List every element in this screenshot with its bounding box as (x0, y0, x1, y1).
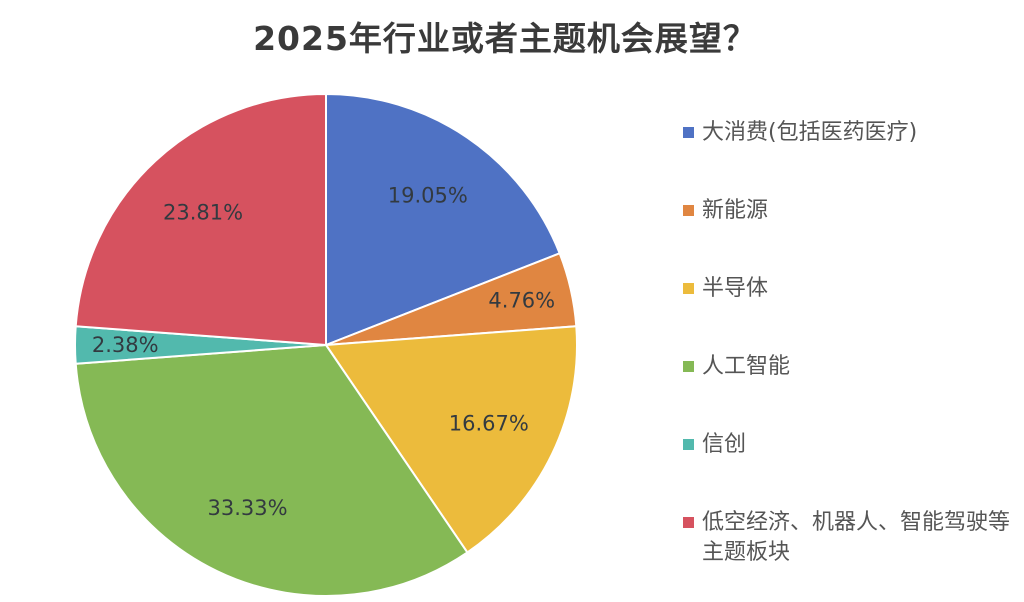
slice-data-label: 16.67% (449, 411, 529, 435)
pie-slice-themes (74, 92, 327, 347)
legend-item-themes: 低空经济、机器人、智能驾驶等主题板块 (683, 508, 1012, 568)
legend-label: 人工智能 (702, 354, 791, 379)
legend-item-semiconductor: 半导体 (683, 274, 1012, 304)
slice-data-label: 33.33% (208, 496, 288, 520)
legend-label: 低空经济、机器人、智能驾驶等主题板块 (702, 510, 1011, 565)
slice-data-label: 23.81% (163, 201, 243, 225)
legend-swatch (683, 283, 694, 294)
legend-swatch (683, 127, 694, 138)
legend-label: 半导体 (702, 276, 769, 301)
slice-data-label: 19.05% (388, 184, 468, 208)
legend-label: 大消费(包括医药医疗) (702, 120, 918, 145)
pie-slice-semiconductor (324, 325, 578, 554)
legend-item-consumer: 大消费(包括医药医疗) (683, 118, 1012, 148)
legend-swatch (683, 205, 694, 216)
legend-label: 新能源 (702, 198, 769, 223)
legend-swatch (683, 517, 694, 528)
slice-data-label: 2.38% (92, 333, 159, 357)
legend-item-new-energy: 新能源 (683, 196, 1012, 226)
legend-swatch (683, 439, 694, 450)
legend-swatch (683, 361, 694, 372)
slice-data-label: 4.76% (488, 288, 555, 312)
pie-slice-ai (74, 343, 469, 597)
legend-label: 信创 (702, 432, 747, 457)
pie-chart: 19.05% 4.76% 16.67% 33.33% 2.38% 23.81% (74, 92, 578, 597)
pie-slice-consumer (325, 92, 561, 347)
chart-title: 2025年行业或者主题机会展望？ (253, 19, 757, 58)
legend-item-xinchuang: 信创 (683, 430, 1012, 460)
legend-item-ai: 人工智能 (683, 352, 1012, 382)
